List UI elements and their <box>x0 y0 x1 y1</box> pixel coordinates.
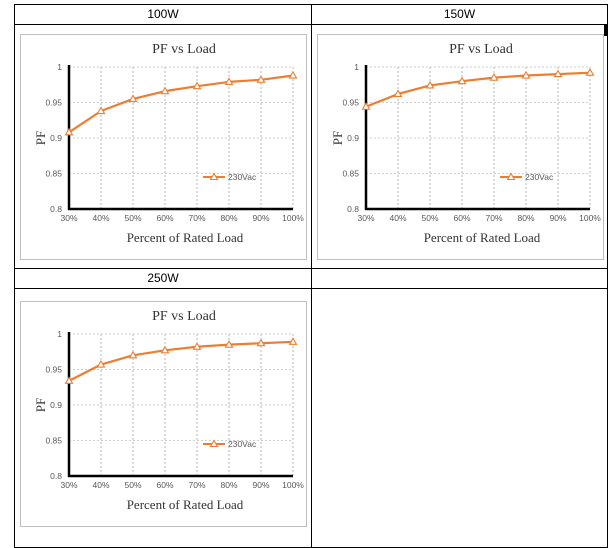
y-tick-label: 0.95 <box>45 98 62 108</box>
x-tick-label: 40% <box>389 213 406 223</box>
data-point-marker <box>160 86 170 95</box>
data-point-marker <box>96 359 106 368</box>
data-point-marker <box>192 81 202 90</box>
data-point-marker <box>288 70 298 79</box>
cell-header-250w: 250W <box>14 268 312 289</box>
data-point-marker <box>553 69 563 78</box>
x-tick-label: 90% <box>252 480 269 490</box>
x-tick-label: 70% <box>188 213 205 223</box>
data-point-marker <box>96 106 106 115</box>
x-tick-label: 40% <box>92 213 109 223</box>
chart-title: PF vs Load <box>152 42 216 57</box>
chart-title: PF vs Load <box>152 309 216 324</box>
legend-marker <box>209 439 219 448</box>
cell-header-100w: 100W <box>14 4 312 25</box>
chart-panel-250w: PF vs Load 0.8 0.85 0.9 0.95 1 30% 40% 50% 60% 70%… <box>20 301 307 527</box>
pf-chart-250w: PF vs Load 0.8 0.85 0.9 0.95 1 30% 40% 50% 60% 70%… <box>33 309 304 512</box>
data-point-marker <box>256 338 266 347</box>
chart-table: 100W 150W PF vs Load 0.8 0.85 0.9 0.95 1 30% 40… <box>14 4 608 548</box>
x-tick-label: 30% <box>357 213 374 223</box>
x-tick-label: 50% <box>421 213 438 223</box>
y-axis-label: PF <box>330 131 345 145</box>
legend-marker <box>506 172 516 181</box>
chart-panel-100w: PF vs Load 0.8 0.85 0.9 0.95 1 30% 40% 50% 60% 70%… <box>20 34 307 260</box>
pf-chart-150w: PF vs Load 0.8 0.85 0.9 0.95 1 30% 40% 50% 60% 70%… <box>330 42 601 245</box>
y-tick-label: 0.8 <box>50 471 62 481</box>
data-point-marker <box>393 89 403 98</box>
y-tick-label: 0.9 <box>50 133 62 143</box>
pf-chart-100w: PF vs Load 0.8 0.85 0.9 0.95 1 30% 40% 50% 60% 70%… <box>33 42 304 245</box>
x-tick-label: 30% <box>60 480 77 490</box>
y-tick-label: 0.95 <box>342 98 359 108</box>
cell-header-empty <box>311 268 608 289</box>
data-point-marker <box>128 350 138 359</box>
x-tick-label: 100% <box>579 213 601 223</box>
x-tick-label: 80% <box>220 480 237 490</box>
y-tick-label: 1 <box>57 329 62 339</box>
legend-label: 230Vac <box>228 439 257 449</box>
x-tick-label: 80% <box>220 213 237 223</box>
x-tick-label: 70% <box>485 213 502 223</box>
data-point-marker <box>160 345 170 354</box>
x-tick-label: 60% <box>156 213 173 223</box>
edge-mark <box>604 24 607 36</box>
y-tick-label: 0.8 <box>347 204 359 214</box>
data-point-marker <box>256 75 266 83</box>
y-axis-label: PF <box>33 398 48 412</box>
chart-cell-100w: PF vs Load 0.8 0.85 0.9 0.95 1 30% 40% 50% 60% 70%… <box>14 24 312 269</box>
y-tick-label: 0.85 <box>45 169 62 179</box>
x-tick-label: 30% <box>60 213 77 223</box>
data-point-marker <box>361 102 371 110</box>
y-tick-label: 0.9 <box>347 133 359 143</box>
y-tick-label: 0.9 <box>50 400 62 410</box>
data-point-marker <box>64 376 74 384</box>
x-axis-label: Percent of Rated Load <box>127 230 244 245</box>
chart-cell-250w: PF vs Load 0.8 0.85 0.9 0.95 1 30% 40% 50% 60% 70%… <box>14 288 312 548</box>
x-tick-label: 100% <box>282 480 304 490</box>
x-tick-label: 50% <box>124 480 141 490</box>
data-point-marker <box>457 76 467 85</box>
data-point-marker <box>224 77 234 85</box>
x-tick-label: 70% <box>188 480 205 490</box>
series-line-230vac <box>68 74 294 134</box>
x-tick-label: 40% <box>92 480 109 490</box>
y-tick-label: 0.85 <box>45 436 62 446</box>
x-tick-label: 60% <box>156 480 173 490</box>
empty-cell <box>311 288 608 548</box>
y-tick-label: 0.95 <box>45 365 62 375</box>
y-axis-label: PF <box>33 131 48 145</box>
data-point-marker <box>521 70 531 79</box>
data-point-marker <box>425 80 435 89</box>
series-line-230vac <box>68 340 294 382</box>
chart-panel-150w: PF vs Load 0.8 0.85 0.9 0.95 1 30% 40% 50% 60% 70%… <box>317 34 604 260</box>
legend-marker <box>209 172 219 181</box>
x-tick-label: 60% <box>453 213 470 223</box>
series-line-230vac <box>365 71 591 108</box>
legend-label: 230Vac <box>228 172 257 182</box>
data-point-marker <box>64 127 74 136</box>
data-point-marker <box>128 94 138 102</box>
x-tick-label: 80% <box>517 213 534 223</box>
x-axis-label: Percent of Rated Load <box>424 230 541 245</box>
legend-label: 230Vac <box>525 172 554 182</box>
data-point-marker <box>288 337 298 345</box>
x-axis-label: Percent of Rated Load <box>127 497 244 512</box>
x-tick-label: 90% <box>549 213 566 223</box>
data-point-marker <box>585 68 595 76</box>
data-point-marker <box>489 73 499 81</box>
chart-title: PF vs Load <box>449 42 513 57</box>
data-point-marker <box>192 342 202 350</box>
cell-header-150w: 150W <box>311 4 608 25</box>
y-tick-label: 1 <box>57 62 62 72</box>
x-tick-label: 50% <box>124 213 141 223</box>
data-point-marker <box>224 340 234 348</box>
y-tick-label: 0.85 <box>342 169 359 179</box>
chart-cell-150w: PF vs Load 0.8 0.85 0.9 0.95 1 30% 40% 50% 60% 70%… <box>311 24 608 269</box>
x-tick-label: 90% <box>252 213 269 223</box>
y-tick-label: 1 <box>354 62 359 72</box>
y-tick-label: 0.8 <box>50 204 62 214</box>
x-tick-label: 100% <box>282 213 304 223</box>
